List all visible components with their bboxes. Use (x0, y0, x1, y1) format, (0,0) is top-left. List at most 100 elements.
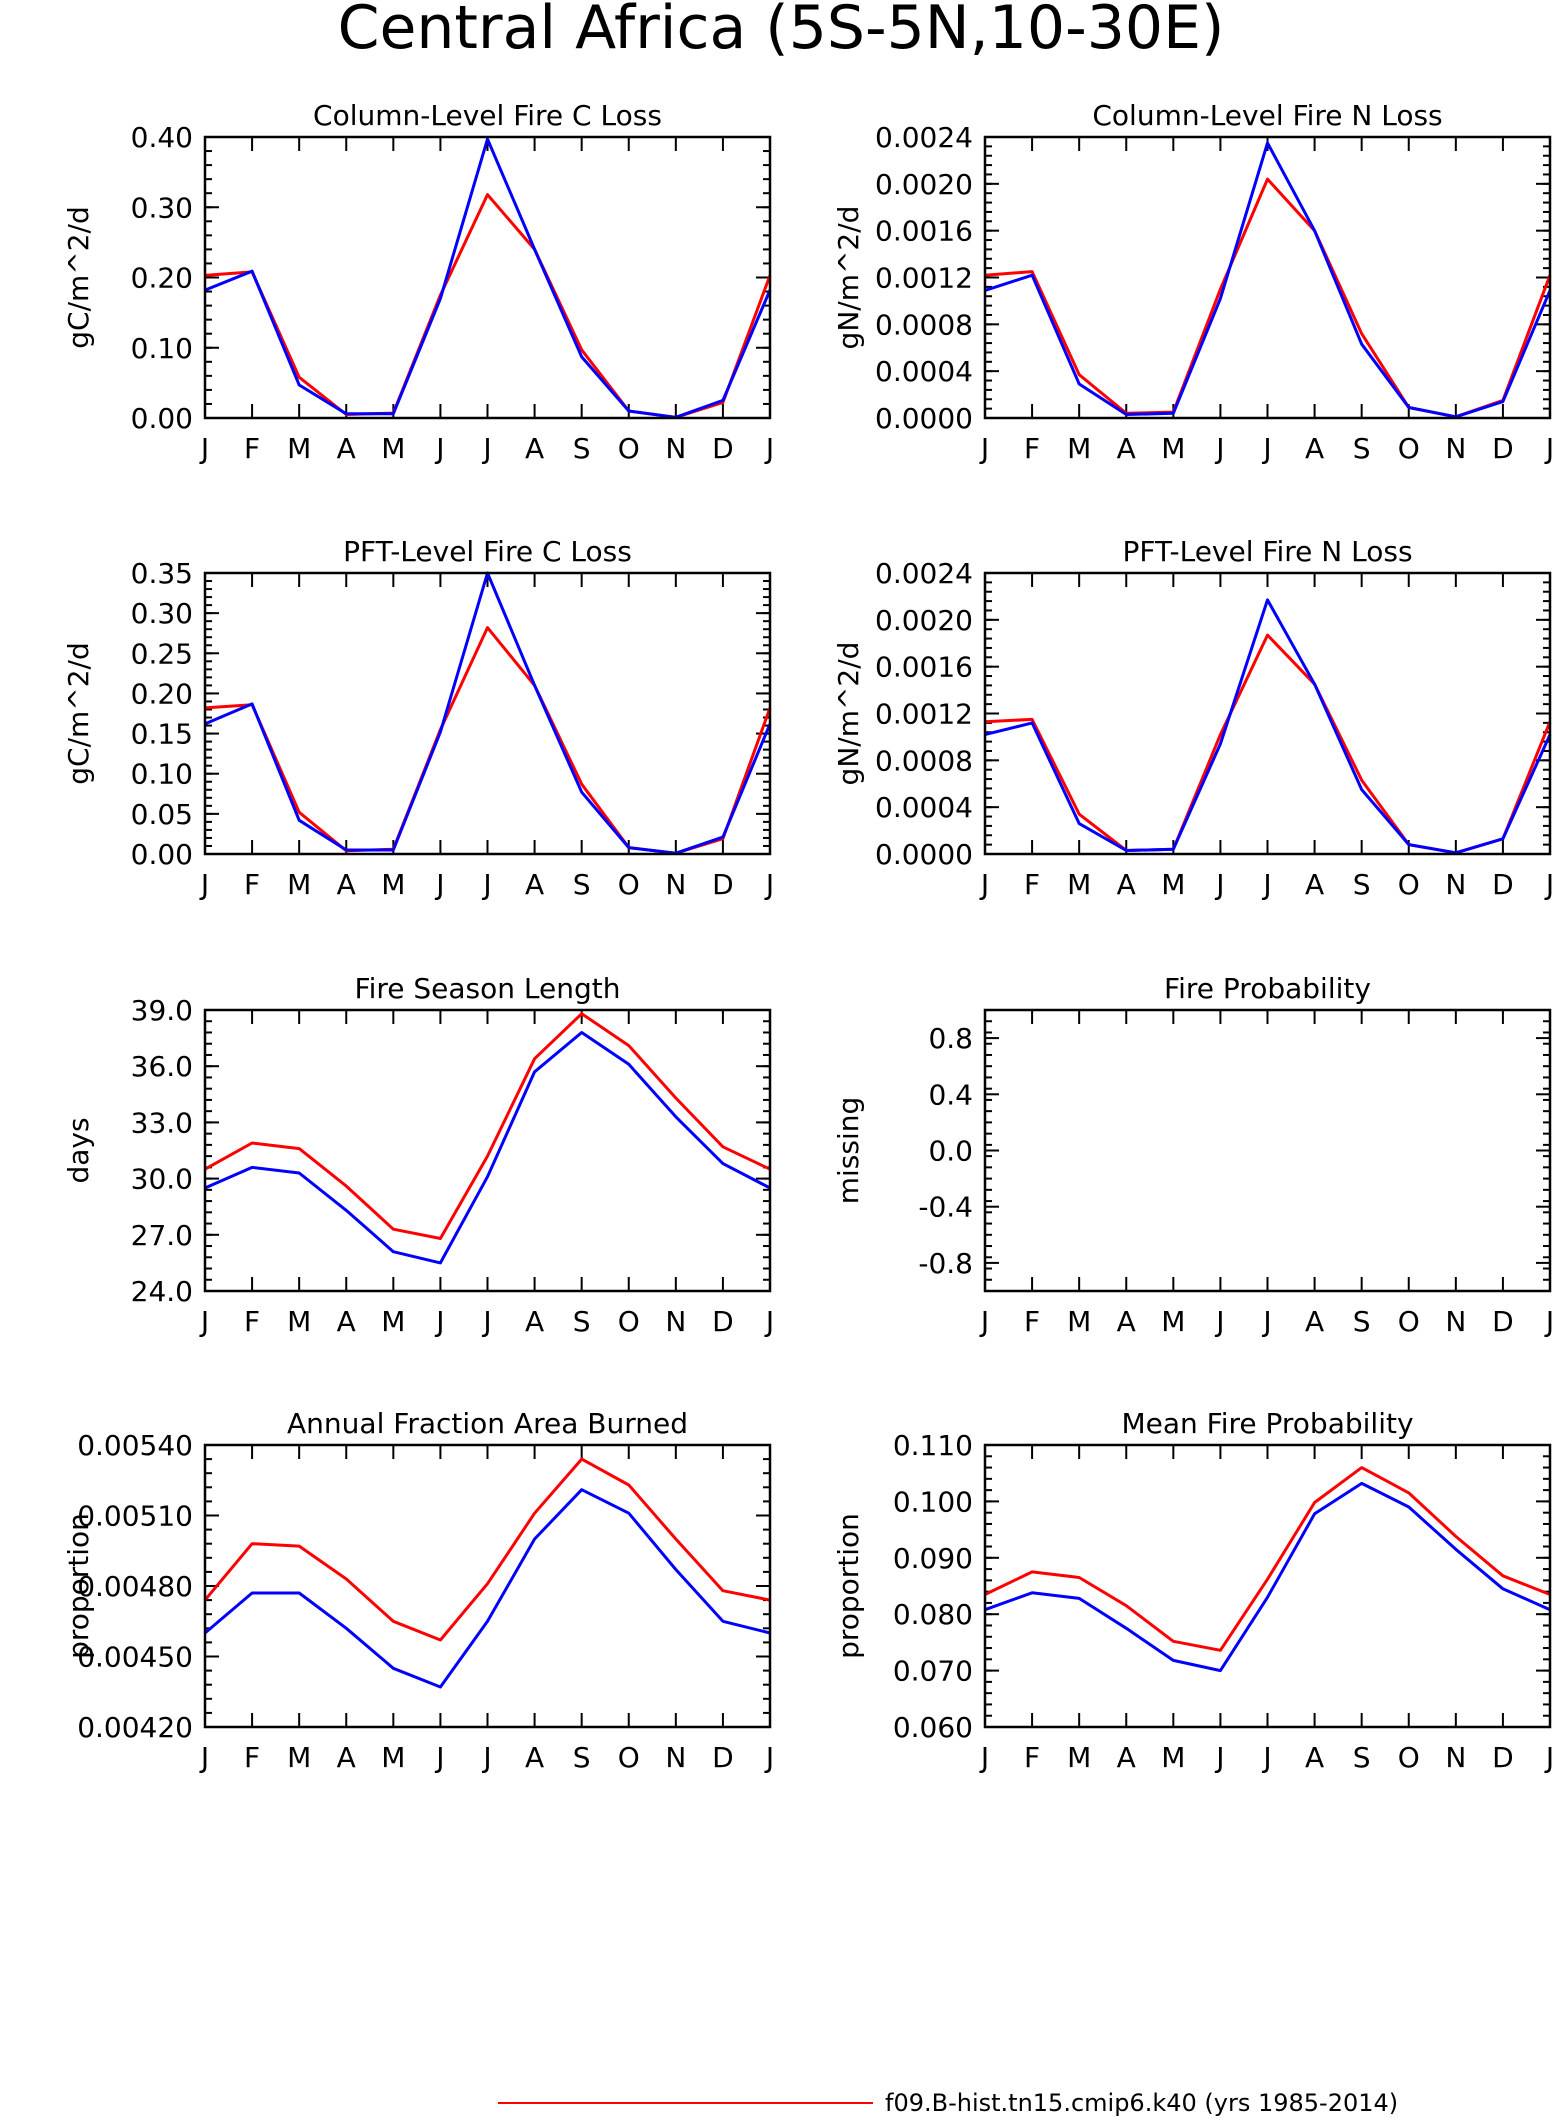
panel-1-xtick-label: D (712, 432, 734, 465)
panel-5-xtick-label: D (712, 1305, 734, 1338)
panel-2-ytick-label: 0.0024 (875, 121, 973, 154)
legend-label: f09.B-hist.tn15.cmip6.k40 (yrs 1985-2014… (885, 2089, 1398, 2117)
panel-8-series-red-line (984, 1466, 1551, 1652)
panel-8-xtick-label: M (1161, 1741, 1185, 1774)
panel-4-xtick-label: A (1117, 868, 1136, 901)
panel-3-xtick-label: A (525, 868, 544, 901)
panel-3-xtick-label: M (381, 868, 405, 901)
panel-6-xtick-label: S (1353, 1305, 1371, 1338)
panel-2-xtick-label: J (979, 432, 989, 465)
panel-4-xtick-label: N (1445, 868, 1466, 901)
panel-5-xtick-label: O (618, 1305, 640, 1338)
panel-5-xtick-label: M (287, 1305, 311, 1338)
panel-6-xtick-label: J (1544, 1305, 1554, 1338)
panel-7-xtick-label: J (434, 1741, 444, 1774)
panel-6-xtick-label: O (1398, 1305, 1420, 1338)
panel-1-xtick-label: S (573, 432, 591, 465)
panel-8-ytick-label: 0.110 (893, 1429, 973, 1462)
panel-2-ytick-label: 0.0012 (875, 262, 973, 295)
panel-5-xtick-label: A (525, 1305, 544, 1338)
panel-7-xtick-label: D (712, 1741, 734, 1774)
panel-1-xtick-label: M (287, 432, 311, 465)
panel-4-ytick-label: 0.0020 (875, 604, 973, 637)
panel-7-ytick-label: 0.00510 (77, 1500, 193, 1533)
panel-6-ytick-label: -0.4 (918, 1191, 973, 1224)
panel-5-ytick-label: 33.0 (131, 1106, 193, 1139)
panel-6-xtick-label: J (979, 1305, 989, 1338)
panel-6-xtick-label: M (1067, 1305, 1091, 1338)
panel-3-xtick-label: J (764, 868, 774, 901)
panel-1-xtick-label: M (381, 432, 405, 465)
panel-5-xtick-label: J (764, 1305, 774, 1338)
panel-3-xtick-label: J (199, 868, 209, 901)
panel-4-ytick-label: 0.0004 (875, 791, 973, 824)
panel-4-ylabel: gN/m^2/d (832, 642, 865, 786)
panel-6-frame (983, 1008, 1552, 1293)
panel-5-ylabel: days (62, 1117, 95, 1183)
panel-5-xtick-label: J (434, 1305, 444, 1338)
panel-7-xtick-label: A (525, 1741, 544, 1774)
panel-7-xtick-label: O (618, 1741, 640, 1774)
panel-3-xtick-label: D (712, 868, 734, 901)
panel-5-xtick-label: M (381, 1305, 405, 1338)
panel-3-xtick-label: S (573, 868, 591, 901)
panel-5-xtick-label: J (481, 1305, 491, 1338)
panel-6-xtick-label: A (1117, 1305, 1136, 1338)
panel-4-series-red-line (984, 633, 1552, 855)
panel-1-series-red-line (204, 193, 772, 419)
panel-5-xtick-label: S (573, 1305, 591, 1338)
panel-3-xtick-label: J (434, 868, 444, 901)
panel-2-xtick-label: A (1117, 432, 1136, 465)
panel-6-xtick-label: D (1492, 1305, 1514, 1338)
panel-8-ytick-label: 0.060 (893, 1711, 973, 1744)
panel-3-ytick-label: 0.20 (131, 677, 193, 710)
panel-6-ylabel: missing (832, 1097, 865, 1205)
panel-4-title: PFT-Level Fire N Loss (1122, 535, 1412, 568)
panel-3-ytick-label: 0.35 (131, 557, 193, 590)
panel-5-ytick-label: 39.0 (131, 994, 193, 1027)
panel-2-xtick-label: N (1445, 432, 1466, 465)
panel-5-ytick-label: 30.0 (131, 1163, 193, 1196)
panel-3-xtick-label: M (287, 868, 311, 901)
panel-8-series-blue-line (984, 1481, 1551, 1673)
panel-5-xtick-label: F (244, 1305, 260, 1338)
panel-8-xtick-label: O (1398, 1741, 1420, 1774)
panel-3-ylabel: gC/m^2/d (62, 642, 95, 785)
panel-2-xtick-label: M (1161, 432, 1185, 465)
panel-1-ytick-label: 0.30 (131, 191, 193, 224)
panel-3-ytick-label: 0.15 (131, 718, 193, 751)
panel-4-xtick-label: J (979, 868, 989, 901)
panel-1-xtick-label: J (199, 432, 209, 465)
panel-2-ytick-label: 0.0008 (875, 308, 973, 341)
panel-8-xtick-label: A (1305, 1741, 1324, 1774)
panel-4-ytick-label: 0.0000 (875, 838, 973, 871)
panel-2-xtick-label: J (1261, 432, 1271, 465)
panel-6-xtick-label: M (1161, 1305, 1185, 1338)
panel-8-frame (983, 1443, 1552, 1729)
panel-4-xtick-label: J (1214, 868, 1224, 901)
panel-8-xtick-label: N (1445, 1741, 1466, 1774)
panel-1-series-blue-line (204, 137, 772, 419)
panel-6-title: Fire Probability (1164, 972, 1371, 1005)
panel-7-xtick-label: S (573, 1741, 591, 1774)
panel-1-ytick-label: 0.00 (131, 402, 193, 435)
panel-3-xtick-label: A (337, 868, 356, 901)
panel-8-xtick-label: J (1544, 1741, 1554, 1774)
panel-2-ytick-label: 0.0000 (875, 402, 973, 435)
panel-8-ytick-label: 0.080 (893, 1598, 973, 1631)
panel-4-xtick-label: O (1398, 868, 1420, 901)
panel-3-ytick-label: 0.00 (131, 838, 193, 871)
panel-1-ylabel: gC/m^2/d (62, 206, 95, 349)
panel-1-xtick-label: O (618, 432, 640, 465)
panel-1-xtick-label: N (665, 432, 686, 465)
panel-7-frame (203, 1443, 772, 1729)
panel-7-xtick-label: A (337, 1741, 356, 1774)
panel-3-series-red-line (204, 626, 772, 855)
figure-title: Central Africa (5S-5N,10-30E) (338, 0, 1225, 63)
